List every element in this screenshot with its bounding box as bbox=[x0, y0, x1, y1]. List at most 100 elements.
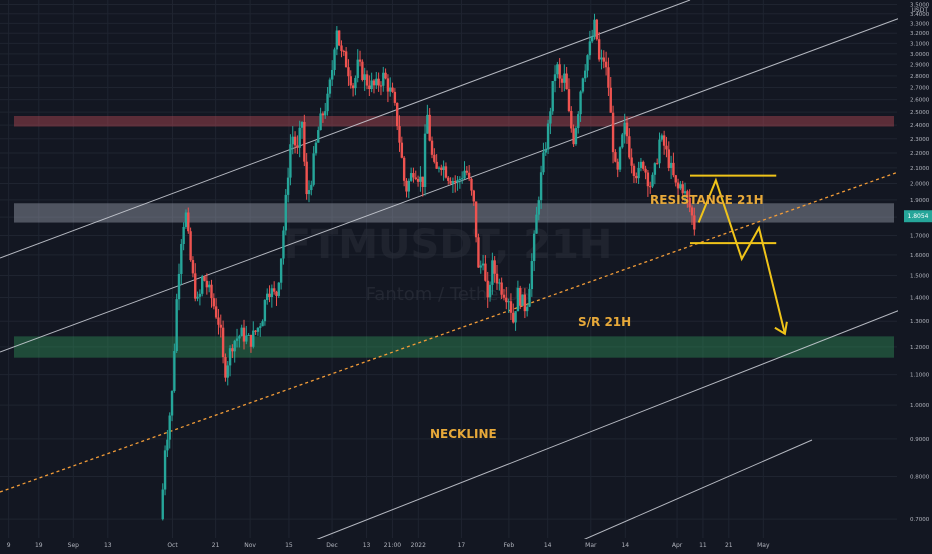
candle-body bbox=[421, 176, 424, 187]
candle-body bbox=[252, 330, 255, 347]
zone-label-resistance: RESISTANCE 21H bbox=[650, 193, 764, 207]
candle-body bbox=[163, 450, 167, 490]
candle-body bbox=[558, 64, 561, 79]
candle-body bbox=[665, 145, 668, 150]
candle-body bbox=[651, 174, 654, 187]
candle-body bbox=[672, 162, 675, 176]
candle-body bbox=[228, 348, 232, 366]
candle-body bbox=[182, 226, 185, 245]
candle-body bbox=[505, 297, 508, 303]
current-price-badge bbox=[904, 210, 932, 223]
watermark-symbol: FTMUSDT, 21H bbox=[284, 222, 613, 268]
candle-body bbox=[201, 276, 204, 294]
candle-body bbox=[667, 149, 670, 169]
x-tick-label: Mar bbox=[585, 542, 597, 549]
candle-body bbox=[623, 122, 626, 135]
candle-body bbox=[553, 74, 557, 82]
y-tick-label: 0.8000 bbox=[910, 474, 930, 480]
candle-body bbox=[268, 293, 271, 298]
candle-body bbox=[249, 334, 253, 347]
candle-body bbox=[170, 391, 174, 416]
candle-body bbox=[321, 113, 325, 116]
x-tick-label: 11 bbox=[699, 542, 707, 549]
candle-body bbox=[590, 36, 594, 42]
candle-body bbox=[189, 231, 192, 261]
candle-body bbox=[495, 273, 499, 284]
candle-body bbox=[328, 79, 332, 94]
y-tick-label: 2.9000 bbox=[910, 63, 930, 69]
candle-body bbox=[212, 298, 216, 307]
candle-body bbox=[686, 191, 689, 199]
candle-body bbox=[681, 184, 684, 194]
candle-body bbox=[463, 170, 466, 179]
candle-body bbox=[646, 172, 650, 187]
x-tick-label: 17 bbox=[458, 542, 466, 549]
candle-body bbox=[572, 128, 575, 145]
candle-body bbox=[368, 85, 371, 90]
candle-body bbox=[398, 126, 401, 143]
candle-body bbox=[535, 214, 538, 234]
candle-body bbox=[649, 186, 652, 188]
candle-body bbox=[298, 127, 301, 148]
zone-label-neckline: NECKLINE bbox=[430, 427, 497, 441]
candle-body bbox=[207, 284, 211, 288]
zone-neckline bbox=[14, 336, 894, 358]
candle-body bbox=[196, 296, 199, 299]
candle-body bbox=[419, 176, 422, 182]
candle-body bbox=[363, 74, 366, 80]
candle-body bbox=[595, 19, 599, 40]
candle-body bbox=[611, 112, 615, 153]
candle-body bbox=[451, 180, 455, 184]
candle-body bbox=[370, 80, 373, 90]
channel-line bbox=[559, 439, 813, 551]
candle-body bbox=[324, 111, 327, 116]
zone-label-sr: S/R 21H bbox=[578, 315, 631, 329]
candle-body bbox=[305, 161, 308, 195]
candle-body bbox=[544, 149, 547, 153]
x-tick-label: 2022 bbox=[411, 542, 426, 549]
candle-body bbox=[683, 191, 687, 194]
y-tick-label: 2.6000 bbox=[910, 98, 930, 104]
candle-body bbox=[635, 175, 638, 179]
candle-body bbox=[502, 294, 506, 298]
current-price-label: 1.8054 bbox=[908, 213, 929, 220]
candle-body bbox=[282, 230, 285, 259]
candle-body bbox=[233, 340, 236, 352]
candle-body bbox=[242, 327, 246, 342]
candle-body bbox=[516, 287, 520, 312]
candle-body bbox=[254, 330, 257, 332]
candle-body bbox=[375, 78, 378, 86]
candle-body bbox=[187, 212, 190, 232]
zone-sr bbox=[14, 203, 894, 223]
y-tick-label: 1.0000 bbox=[910, 403, 930, 409]
candle-body bbox=[470, 178, 473, 191]
x-tick-label: 13 bbox=[104, 542, 112, 549]
candle-body bbox=[259, 326, 262, 328]
candle-body bbox=[277, 282, 281, 296]
candle-body bbox=[662, 135, 666, 146]
candle-body bbox=[226, 365, 229, 378]
y-tick-label: 3.2000 bbox=[910, 31, 930, 37]
candle-body bbox=[312, 153, 315, 185]
candle-body bbox=[660, 135, 664, 140]
candle-body bbox=[447, 177, 450, 181]
candle-body bbox=[291, 136, 294, 145]
candle-body bbox=[618, 147, 622, 170]
candle-body bbox=[340, 45, 343, 51]
candle-body bbox=[477, 237, 480, 268]
candle-body bbox=[574, 128, 578, 145]
candle-body bbox=[437, 167, 441, 169]
y-tick-label: 3.0000 bbox=[910, 52, 930, 58]
x-tick-label: Nov bbox=[244, 542, 256, 549]
candle-body bbox=[235, 338, 239, 341]
candle-body bbox=[607, 67, 610, 88]
dashed-trend-line bbox=[0, 159, 932, 493]
candle-body bbox=[549, 111, 552, 124]
candle-body bbox=[354, 77, 357, 89]
candle-body bbox=[356, 59, 359, 78]
candle-body bbox=[412, 173, 415, 178]
candle-body bbox=[293, 136, 297, 146]
candle-body bbox=[530, 261, 534, 290]
